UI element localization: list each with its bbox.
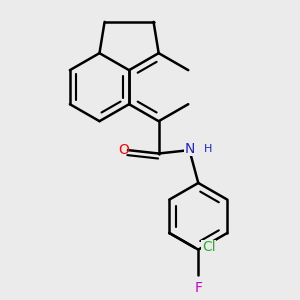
Text: H: H	[204, 144, 212, 154]
Text: O: O	[118, 143, 129, 157]
Text: Cl: Cl	[202, 240, 215, 254]
Text: F: F	[194, 281, 202, 295]
Text: N: N	[184, 142, 195, 156]
